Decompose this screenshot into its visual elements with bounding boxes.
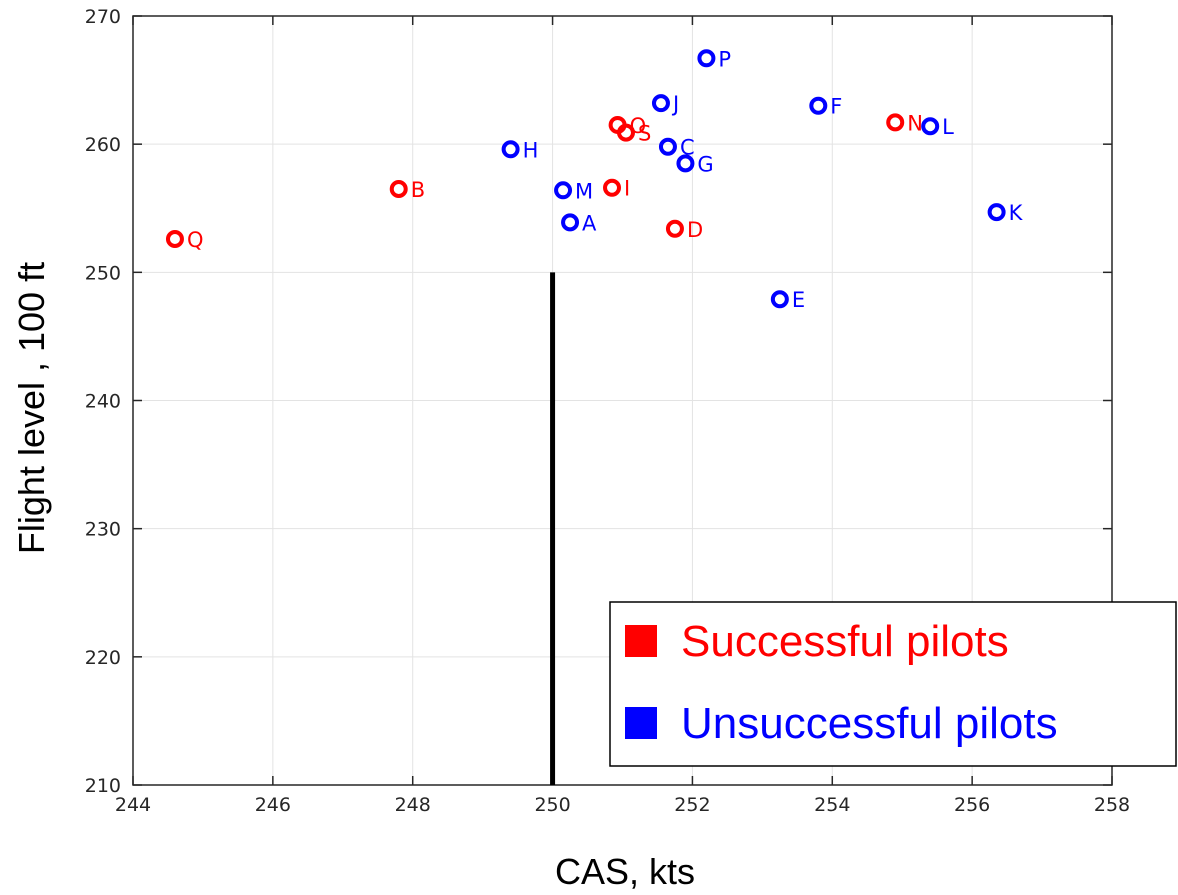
data-point-E: [770, 290, 789, 309]
x-axis-title: CAS, kts: [555, 851, 695, 892]
legend-label-unsuccessful: Unsuccessful pilots: [681, 699, 1058, 748]
point-label-A: A: [582, 211, 597, 235]
data-point-C: [658, 137, 677, 156]
data-point-G: [676, 154, 695, 173]
data-point-N: [886, 113, 905, 132]
data-point-H: [501, 140, 520, 159]
x-tick-label: 248: [395, 794, 431, 816]
point-label-H: H: [523, 138, 539, 162]
point-label-N: N: [907, 111, 923, 135]
legend-swatch-unsuccessful: [625, 707, 657, 739]
point-label-C: C: [680, 136, 695, 160]
data-point-M: [554, 181, 573, 200]
point-label-B: B: [411, 178, 425, 202]
point-label-M: M: [575, 179, 593, 203]
x-tick-label: 256: [954, 794, 990, 816]
axis-ticks: 244 246 248 250 252 254 256 258 210 220 230 240 250 2…: [85, 6, 1130, 816]
point-label-K: K: [1009, 201, 1024, 225]
data-point-L: [921, 117, 940, 136]
y-tick-label: 240: [85, 391, 121, 413]
y-axis-title: Flight level , 100 ft: [11, 262, 52, 554]
data-point-P: [697, 49, 716, 68]
legend: Successful pilots Unsuccessful pilots: [609, 601, 1177, 767]
data-point-I: [603, 178, 622, 197]
y-tick-label: 230: [85, 519, 121, 541]
point-label-I: I: [624, 177, 630, 201]
data-point-F: [809, 96, 828, 115]
point-label-F: F: [830, 95, 842, 119]
point-label-P: P: [718, 47, 731, 71]
data-point-Q: [165, 230, 184, 249]
data-point-J: [651, 94, 670, 113]
data-point-B: [389, 180, 408, 199]
y-tick-label: 260: [85, 134, 121, 156]
gridlines: [132, 15, 1113, 786]
point-label-L: L: [942, 115, 954, 139]
x-tick-label: 254: [814, 794, 850, 816]
point-label-S: S: [638, 122, 651, 146]
x-tick-label: 246: [255, 794, 291, 816]
data-point-A: [561, 213, 580, 232]
y-tick-label: 270: [85, 6, 121, 28]
point-label-Q: Q: [187, 228, 204, 252]
data-point-K: [987, 203, 1006, 222]
x-tick-label: 258: [1094, 794, 1130, 816]
legend-box: [609, 601, 1177, 767]
point-label-G: G: [697, 152, 713, 176]
point-label-E: E: [792, 288, 805, 312]
x-tick-label: 252: [674, 794, 710, 816]
point-label-J: J: [671, 92, 679, 116]
x-tick-label: 244: [115, 794, 151, 816]
y-tick-label: 220: [85, 647, 121, 669]
point-label-D: D: [687, 218, 703, 242]
legend-swatch-successful: [625, 625, 657, 657]
data-point-S: [616, 123, 635, 142]
x-tick-label: 250: [534, 794, 570, 816]
y-tick-label: 250: [85, 262, 121, 284]
y-tick-label: 210: [85, 775, 121, 797]
data-point-D: [665, 219, 684, 238]
legend-label-successful: Successful pilots: [681, 617, 1009, 666]
